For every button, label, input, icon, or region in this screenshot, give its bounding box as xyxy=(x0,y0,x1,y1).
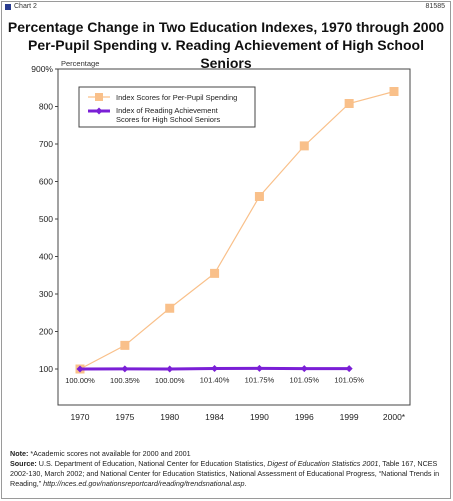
chart-label: Chart 2 xyxy=(14,3,37,10)
source-text2: , Table 167, NCES 2002-130, March 2002; … xyxy=(10,459,440,488)
chart-notes: Note: *Academic scores not available for… xyxy=(10,449,442,489)
y-tick-label: 900% xyxy=(31,64,53,74)
y-tick-label: 100 xyxy=(39,364,53,374)
reading-point xyxy=(211,364,219,372)
top-bar: Chart 2 81585 xyxy=(2,2,450,13)
y-tick-label: 200 xyxy=(39,327,53,337)
reading-data-label: 101.05% xyxy=(334,376,364,385)
legend-box xyxy=(78,86,256,128)
chart-title-line1: Percentage Change in Two Education Index… xyxy=(7,19,445,35)
reading-data-label: 100.00% xyxy=(65,376,95,385)
spending-series-line xyxy=(79,90,395,370)
spending-point xyxy=(254,192,264,201)
reading-point xyxy=(345,365,353,373)
x-tick-label: 1984 xyxy=(205,412,224,422)
reading-data-label: 101.05% xyxy=(289,376,319,385)
reading-data-label: 101.40% xyxy=(200,375,230,384)
reading-point xyxy=(255,364,263,372)
spending-point xyxy=(120,340,130,350)
y-tick-label: 300 xyxy=(39,289,53,299)
y-tick-label: 600 xyxy=(39,177,53,187)
source-italic1: Digest of Education Statistics 2001 xyxy=(267,459,379,468)
spending-point xyxy=(165,303,175,313)
legend-spending-label: Index Scores for Per-Pupil Spending xyxy=(116,93,237,102)
source-label: Source: xyxy=(10,459,37,468)
x-tick-label: 1970 xyxy=(71,412,90,422)
note-line: Note: *Academic scores not available for… xyxy=(10,449,442,459)
plot-area xyxy=(57,68,411,406)
chart-icon xyxy=(5,4,11,10)
source-text3: . xyxy=(244,479,247,488)
spending-point xyxy=(210,268,220,278)
chart-id: 81585 xyxy=(425,3,445,10)
reading-data-label: 101.75% xyxy=(245,375,275,384)
y-tick-label: 400 xyxy=(39,252,53,262)
x-tick-label: 1980 xyxy=(160,412,179,422)
y-axis-label: Percentage xyxy=(61,59,99,68)
source-line: Source: U.S. Department of Education, Na… xyxy=(10,459,442,489)
y-tick-label: 700 xyxy=(39,139,53,149)
source-italic2: http://nces.ed.gov/nationsreportcard/rea… xyxy=(43,479,245,488)
y-tick-label: 800 xyxy=(39,102,53,112)
chart-title-line2: Per-Pupil Spending v. Reading Achievemen… xyxy=(28,37,424,71)
legend-reading-marker xyxy=(95,107,103,115)
reading-point xyxy=(76,365,84,373)
spending-point xyxy=(389,87,399,96)
y-tick-label: 500 xyxy=(39,214,53,224)
source-text1: U.S. Department of Education, National C… xyxy=(36,459,268,468)
x-tick-label: 1999 xyxy=(340,412,359,422)
reading-data-label: 100.00% xyxy=(155,376,185,385)
chart-title: Percentage Change in Two Education Index… xyxy=(2,18,450,72)
x-tick-label: 1990 xyxy=(250,412,269,422)
x-tick-label: 2000* xyxy=(383,412,406,422)
reading-data-label: 100.35% xyxy=(110,376,140,385)
spending-point xyxy=(299,141,309,151)
note-label: Note: xyxy=(10,449,29,458)
legend-spending-marker xyxy=(95,93,103,101)
legend-reading-label-line2: Scores for High School Seniors xyxy=(116,115,220,124)
reading-point xyxy=(300,365,308,373)
x-tick-label: 1996 xyxy=(295,412,314,422)
x-tick-label: 1975 xyxy=(115,412,134,422)
spending-point xyxy=(344,99,354,108)
reading-point xyxy=(166,365,174,373)
note-text: *Academic scores not available for 2000 … xyxy=(28,449,191,458)
reading-point xyxy=(121,365,129,373)
legend-reading-label-line1: Index of Reading Achievement xyxy=(116,106,219,115)
